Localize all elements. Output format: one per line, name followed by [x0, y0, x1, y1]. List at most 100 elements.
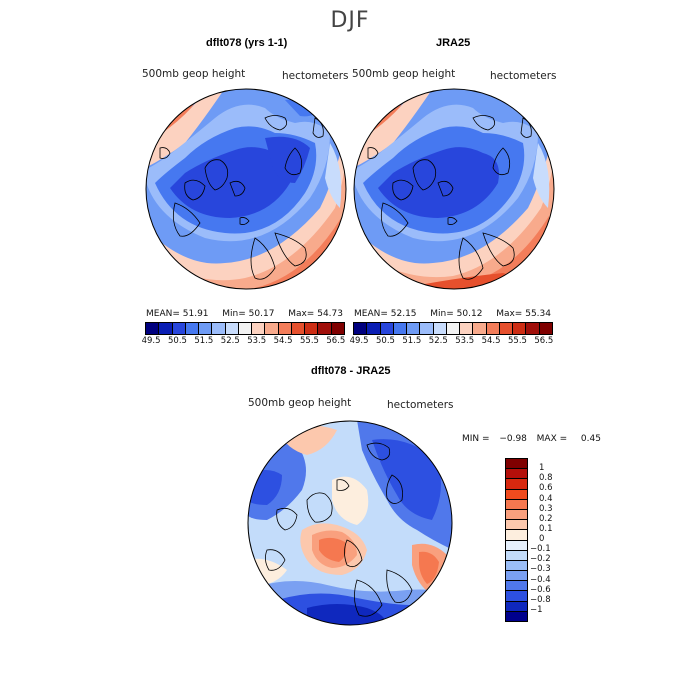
colorbar-swatch [446, 323, 461, 334]
colorbar-swatch [460, 323, 474, 334]
colorbar-tick-label: 56.5 [534, 336, 554, 346]
right-polar-map [353, 88, 555, 290]
right-max-value: 55.34 [525, 309, 551, 319]
colorbar-swatch [331, 323, 344, 334]
colorbar-tick-label: 51.5 [194, 336, 214, 346]
left-units-label: hectometers [282, 70, 349, 82]
left-stats-row: MEAN= 51.91 Min= 50.17 Max= 54.73 [146, 309, 343, 319]
colorbar-swatch [367, 323, 381, 334]
colorbar-swatch [393, 323, 408, 334]
colorbar-swatch [506, 591, 527, 602]
colorbar-tick-label: −0.1 [530, 544, 551, 555]
right-colorbar [353, 322, 553, 335]
colorbar-swatch [506, 571, 527, 582]
colorbar-tick-label: 49.5 [141, 336, 161, 346]
colorbar-tick-label: 53.5 [247, 336, 267, 346]
diff-polar-map [247, 420, 453, 626]
left-mean-value: 51.91 [182, 309, 209, 319]
colorbar-tick-label: 0.3 [539, 503, 553, 514]
colorbar-tick-label: 55.5 [300, 336, 319, 346]
colorbar-tick-label: 1 [539, 463, 545, 474]
colorbar-swatch [506, 581, 527, 592]
left-variable-label: 500mb geop height [142, 68, 246, 80]
colorbar-swatch [473, 323, 487, 334]
right-max-label: Max= [496, 309, 523, 319]
colorbar-swatch [318, 323, 332, 334]
colorbar-swatch [433, 323, 447, 334]
colorbar-swatch [506, 499, 527, 510]
colorbar-swatch [185, 323, 200, 334]
colorbar-swatch [506, 479, 527, 490]
colorbar-swatch [506, 509, 527, 521]
right-units-label: hectometers [490, 70, 557, 82]
colorbar-swatch [506, 459, 527, 470]
colorbar-tick-label: 0.6 [539, 483, 553, 494]
colorbar-swatch [506, 540, 527, 551]
left-max-label: Max= [288, 309, 315, 319]
colorbar-swatch [506, 611, 527, 621]
left-panel-title: dflt078 (yrs 1-1) [206, 37, 288, 49]
colorbar-tick-label: 0 [539, 534, 545, 544]
left-min-label: Min= [222, 309, 246, 319]
colorbar-tick-label: 52.5 [428, 336, 448, 346]
left-mean-label: MEAN= [146, 309, 180, 319]
colorbar-swatch [420, 323, 434, 334]
right-min-value: 50.12 [456, 309, 483, 319]
colorbar-tick-label: 51.5 [402, 336, 422, 346]
colorbar-swatch [506, 489, 527, 500]
colorbar-swatch [513, 323, 527, 334]
right-min-label: Min= [430, 309, 454, 319]
right-variable-label: 500mb geop height [352, 68, 456, 80]
diff-stats-row: MIN = −0.98 MAX = 0.45 [462, 434, 601, 444]
colorbar-tick-label: −1 [530, 604, 543, 615]
right-panel-title: JRA25 [436, 37, 471, 49]
colorbar-tick-label: 0.2 [539, 513, 553, 524]
diff-units-label: hectometers [387, 399, 454, 411]
left-colorbar [145, 322, 345, 335]
colorbar-tick-label: 52.5 [220, 336, 240, 346]
colorbar-swatch [252, 323, 266, 334]
colorbar-swatch [506, 550, 527, 561]
colorbar-tick-label: −0.4 [530, 574, 551, 585]
right-mean-label: MEAN= [354, 309, 388, 319]
diff-min-value: −0.98 [499, 434, 527, 444]
colorbar-swatch [499, 323, 514, 334]
diff-colorbar [505, 458, 528, 622]
left-max-value: 54.73 [317, 309, 343, 319]
colorbar-tick-label: 56.5 [326, 336, 346, 346]
colorbar-swatch [486, 323, 500, 334]
diff-max-value: 0.45 [580, 434, 601, 444]
colorbar-swatch [305, 323, 319, 334]
diff-panel-title: dflt078 - JRA25 [311, 365, 391, 377]
colorbar-swatch [146, 323, 160, 334]
colorbar-swatch [506, 601, 527, 612]
colorbar-tick-label: 53.5 [455, 336, 475, 346]
diff-variable-label: 500mb geop height [248, 397, 352, 409]
colorbar-swatch [506, 520, 527, 531]
colorbar-swatch [354, 323, 368, 334]
colorbar-tick-label: 0.8 [539, 473, 553, 484]
colorbar-swatch [526, 323, 540, 334]
colorbar-tick-label: −0.6 [530, 584, 551, 595]
colorbar-swatch [380, 323, 394, 334]
diff-max-label: MAX = [536, 434, 568, 444]
colorbar-swatch [212, 323, 226, 334]
colorbar-tick-label: −0.8 [530, 594, 551, 605]
colorbar-tick-label: 49.5 [349, 336, 369, 346]
colorbar-swatch [199, 323, 213, 334]
colorbar-tick-label: 55.5 [508, 336, 527, 346]
figure-title: DJF [330, 8, 370, 33]
colorbar-swatch [172, 323, 186, 334]
colorbar-swatch [539, 323, 552, 334]
colorbar-swatch [225, 323, 239, 334]
colorbar-tick-label: 50.5 [168, 336, 187, 346]
colorbar-swatch [506, 560, 527, 572]
right-mean-value: 52.15 [390, 309, 417, 319]
right-stats-row: MEAN= 52.15 Min= 50.12 Max= 55.34 [354, 309, 551, 319]
diff-min-label: MIN = [462, 434, 490, 444]
colorbar-tick-label: −0.2 [530, 554, 551, 565]
left-polar-map [145, 88, 347, 290]
colorbar-swatch [159, 323, 173, 334]
colorbar-tick-label: −0.3 [530, 564, 551, 575]
colorbar-swatch [506, 469, 527, 480]
